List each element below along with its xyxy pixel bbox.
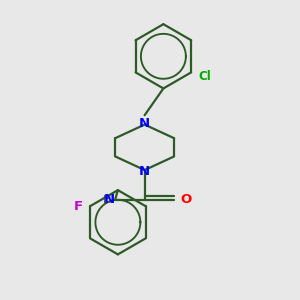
Text: Cl: Cl <box>198 70 211 83</box>
Text: O: O <box>181 193 192 206</box>
Text: N: N <box>139 165 150 178</box>
Text: N: N <box>139 117 150 130</box>
Text: H: H <box>103 194 111 205</box>
Text: F: F <box>74 200 83 213</box>
Text: N: N <box>104 193 115 206</box>
